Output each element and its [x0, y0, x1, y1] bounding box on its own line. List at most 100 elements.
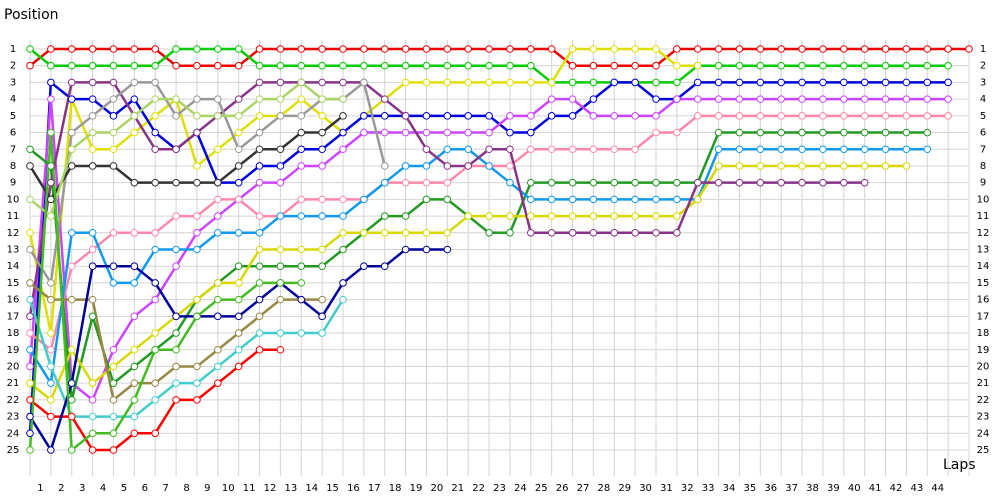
point — [923, 61, 932, 70]
point — [130, 262, 139, 271]
point — [631, 145, 639, 154]
point — [151, 329, 159, 337]
point — [464, 162, 473, 170]
point — [819, 61, 827, 70]
point — [109, 78, 118, 87]
point — [422, 112, 431, 120]
point — [88, 95, 97, 103]
point — [443, 228, 452, 237]
point — [506, 178, 514, 187]
point — [422, 45, 431, 53]
point — [714, 78, 723, 87]
point — [422, 162, 431, 170]
point — [339, 245, 347, 254]
x-tick-label: 31 — [660, 483, 673, 494]
point — [67, 412, 76, 421]
point — [652, 78, 660, 87]
y-tick-label: 22 — [7, 395, 20, 406]
point — [401, 45, 410, 53]
y-tick-label-right: 4 — [980, 94, 986, 105]
point — [631, 228, 639, 237]
point — [47, 379, 55, 387]
point — [422, 78, 431, 87]
point — [109, 429, 118, 438]
point — [610, 45, 619, 53]
point — [881, 128, 890, 137]
point — [840, 128, 848, 137]
point — [401, 228, 410, 237]
point — [214, 195, 222, 204]
point — [109, 379, 118, 387]
point — [568, 178, 577, 187]
point — [798, 145, 806, 154]
point — [214, 95, 222, 103]
point — [234, 312, 243, 321]
point — [631, 45, 639, 53]
point — [276, 329, 285, 337]
point — [130, 379, 139, 387]
point — [944, 45, 952, 53]
point — [339, 195, 347, 204]
point — [798, 45, 806, 53]
y-tick-label-right: 6 — [980, 128, 986, 139]
point — [88, 295, 97, 304]
point — [67, 61, 76, 70]
point — [255, 212, 264, 220]
point — [318, 162, 326, 170]
point — [109, 345, 118, 354]
point — [944, 78, 952, 87]
point — [714, 128, 723, 137]
point — [860, 145, 869, 154]
point — [193, 212, 201, 220]
point — [652, 112, 660, 120]
point — [443, 162, 452, 170]
point — [67, 262, 76, 271]
y-tick-label-right: 21 — [977, 378, 990, 389]
y-tick-label: 4 — [10, 94, 16, 105]
y-tick-label: 3 — [10, 77, 16, 88]
point — [214, 312, 222, 321]
x-tick-label: 30 — [639, 483, 652, 494]
point — [109, 128, 118, 137]
point — [151, 78, 159, 87]
point — [109, 61, 118, 70]
point — [318, 61, 326, 70]
x-tick-label: 32 — [681, 483, 694, 494]
point — [26, 145, 34, 154]
point — [67, 446, 76, 454]
x-tick-label: 27 — [577, 483, 590, 494]
point — [234, 295, 243, 304]
point — [193, 228, 201, 237]
point — [568, 78, 577, 87]
x-tick-label: 1 — [37, 483, 43, 494]
point — [485, 212, 493, 220]
point — [527, 228, 535, 237]
point — [944, 95, 952, 103]
point — [380, 212, 389, 220]
point — [47, 329, 55, 337]
y-tick-label: 14 — [7, 261, 20, 272]
point — [443, 245, 452, 254]
point — [130, 345, 139, 354]
x-tick-label: 4 — [100, 483, 106, 494]
point — [735, 128, 744, 137]
point — [130, 78, 139, 87]
point — [276, 78, 285, 87]
y-tick-label: 1 — [10, 44, 16, 55]
point — [860, 112, 869, 120]
y-axis-title: Position — [4, 7, 59, 23]
point — [589, 78, 598, 87]
point — [881, 112, 890, 120]
point — [234, 45, 243, 53]
point — [318, 329, 326, 337]
point — [67, 95, 76, 103]
point — [902, 95, 911, 103]
x-tick-label: 29 — [618, 483, 631, 494]
point — [297, 128, 306, 137]
y-tick-label-right: 8 — [980, 161, 986, 172]
point — [339, 61, 347, 70]
point — [255, 295, 264, 304]
point — [130, 112, 139, 120]
x-tick-label: 12 — [264, 483, 277, 494]
y-tick-label: 12 — [7, 228, 20, 239]
